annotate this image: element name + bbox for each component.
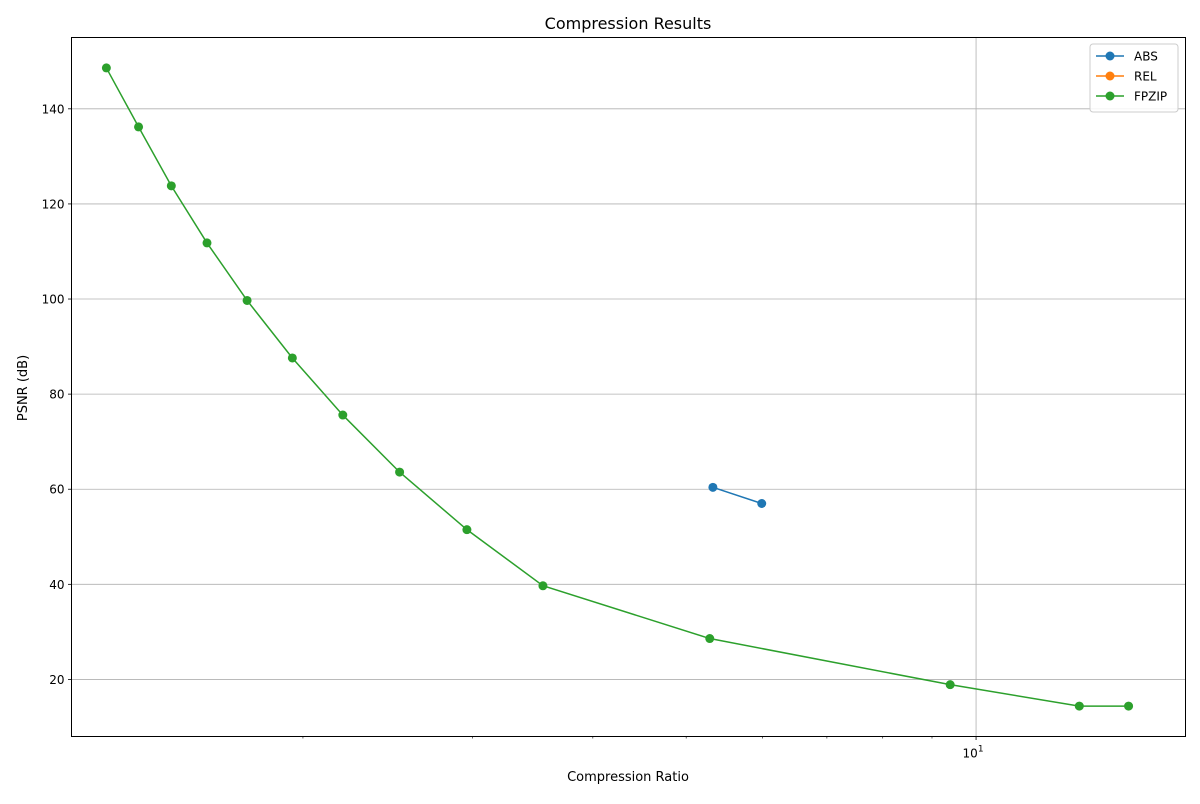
y-tick-label: 40 bbox=[49, 578, 64, 592]
data-point bbox=[1074, 701, 1084, 711]
data-point bbox=[705, 634, 715, 644]
series-line bbox=[105, 67, 1129, 707]
grid-layer bbox=[71, 37, 1186, 737]
data-point bbox=[462, 525, 472, 535]
y-tick-label: 60 bbox=[49, 483, 64, 497]
legend-label: ABS bbox=[1134, 50, 1158, 64]
series-line bbox=[712, 486, 762, 505]
plot-frame bbox=[71, 37, 1186, 737]
legend-entry-fpzip: FPZIP bbox=[1096, 90, 1167, 104]
y-tick-label: 100 bbox=[42, 293, 65, 307]
legend-marker bbox=[1105, 91, 1115, 101]
data-point bbox=[242, 295, 252, 305]
series-layer bbox=[101, 63, 1134, 711]
data-point bbox=[757, 499, 767, 508]
data-point bbox=[338, 410, 348, 420]
data-point bbox=[166, 181, 176, 191]
y-tick-label: 120 bbox=[42, 197, 65, 211]
legend-entry-rel: REL bbox=[1096, 70, 1157, 84]
series-abs bbox=[708, 482, 767, 508]
legend-marker bbox=[1105, 71, 1115, 81]
data-point bbox=[202, 238, 212, 248]
data-point bbox=[101, 63, 111, 73]
series-fpzip bbox=[101, 63, 1134, 711]
y-tick-label: 20 bbox=[49, 673, 64, 687]
x-tick-label-base: 10 bbox=[963, 747, 978, 761]
data-point bbox=[1124, 701, 1134, 711]
data-point bbox=[287, 353, 297, 363]
data-point bbox=[945, 680, 955, 690]
y-tick-label: 80 bbox=[49, 388, 64, 402]
tick-layer: 20 40 60 80 100 120 140 101 bbox=[42, 102, 984, 760]
data-point bbox=[395, 467, 405, 477]
y-axis-label: PSNR (dB) bbox=[16, 355, 31, 421]
legend-label: FPZIP bbox=[1134, 90, 1167, 104]
legend-entry-abs: ABS bbox=[1096, 50, 1158, 64]
data-point bbox=[708, 482, 718, 492]
x-tick-label: 101 bbox=[963, 745, 984, 761]
x-axis-label: Compression Ratio bbox=[567, 770, 689, 785]
legend: ABS REL FPZIP bbox=[1089, 43, 1179, 113]
x-tick-label-exponent: 1 bbox=[978, 745, 984, 755]
legend-label: REL bbox=[1134, 70, 1157, 84]
y-tick-label: 140 bbox=[42, 102, 65, 116]
data-point bbox=[134, 122, 144, 132]
legend-marker bbox=[1105, 51, 1115, 61]
data-point bbox=[538, 581, 548, 591]
chart-title: Compression Results bbox=[545, 14, 712, 33]
